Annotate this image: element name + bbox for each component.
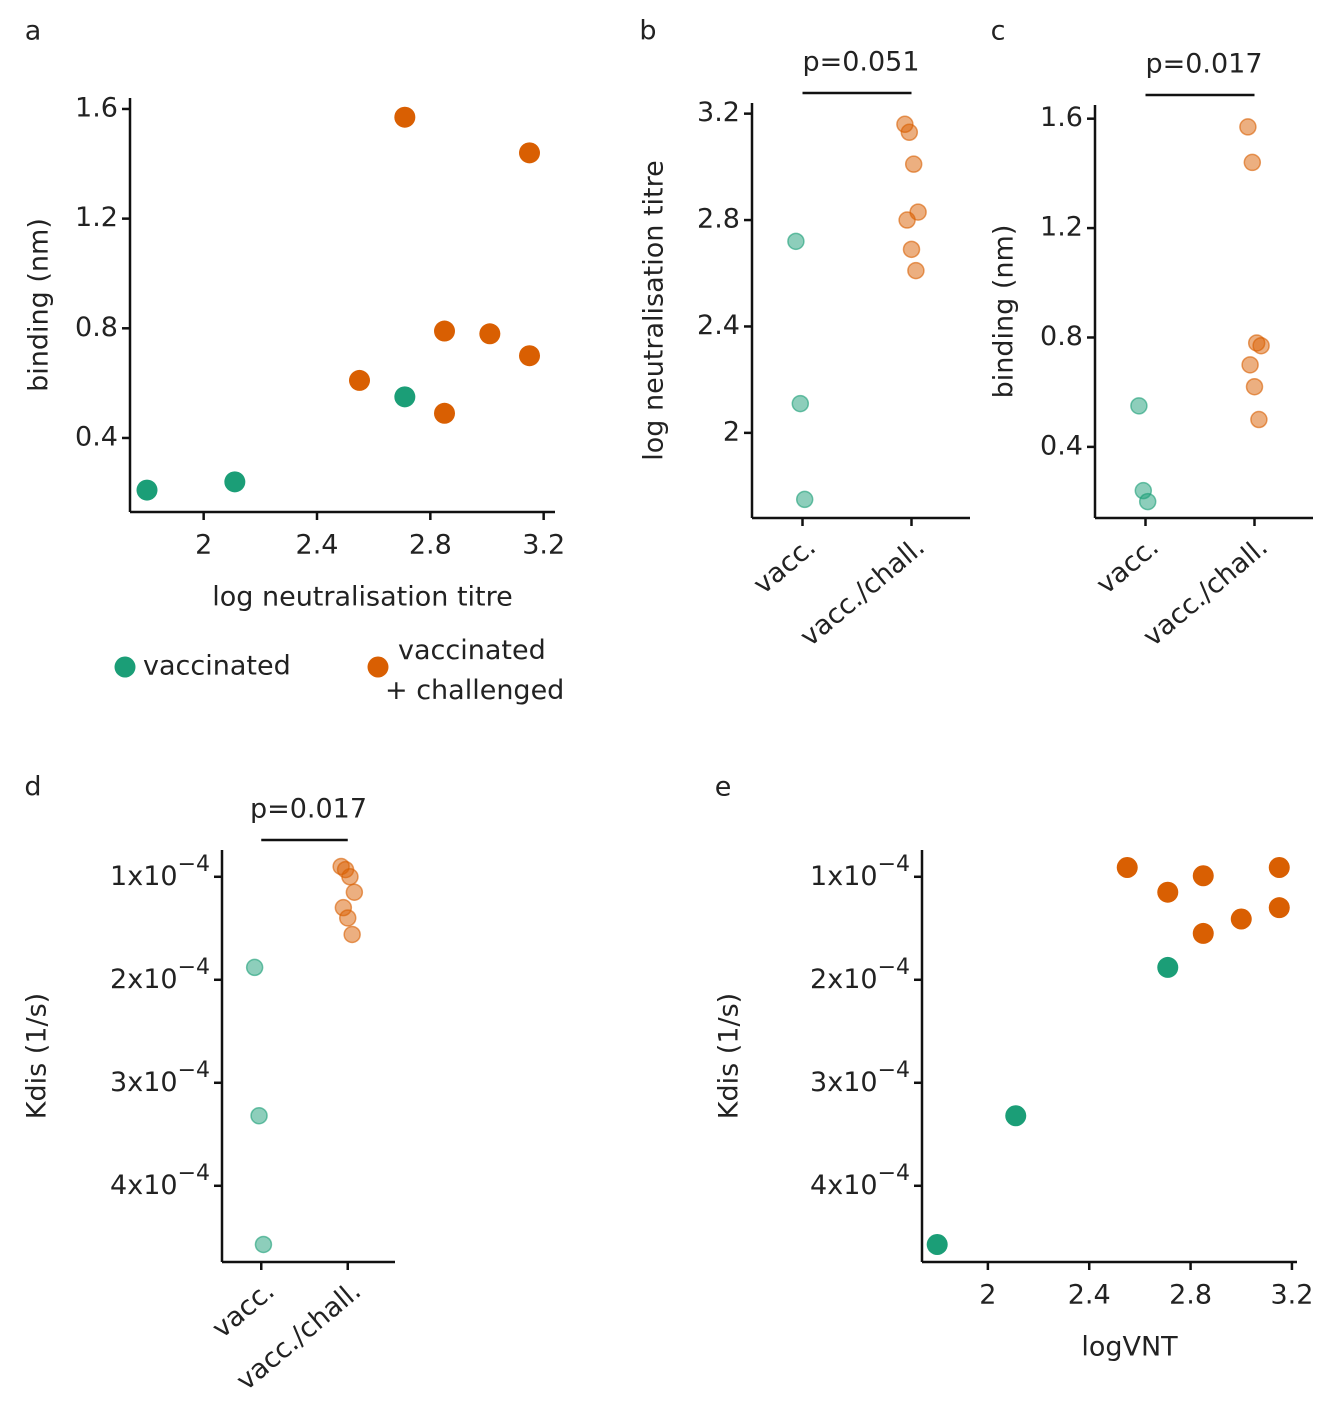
y-tick-label: 2.4 bbox=[697, 310, 740, 341]
panel-letter: d bbox=[24, 772, 41, 803]
y-tick-label: 0.4 bbox=[1040, 430, 1083, 461]
y-axis-title: log neutralisation titre bbox=[639, 160, 670, 461]
legend-swatch bbox=[367, 656, 389, 678]
y-tick-label: 3.2 bbox=[697, 97, 740, 128]
point bbox=[434, 402, 455, 424]
point bbox=[795, 490, 814, 509]
legend-label: vaccinated + challenged bbox=[385, 635, 564, 706]
y-tick-label: 2 bbox=[723, 416, 740, 447]
point bbox=[1245, 377, 1264, 396]
point bbox=[1005, 1105, 1027, 1127]
point bbox=[1157, 956, 1179, 978]
x-axis-title: log neutralisation titre bbox=[212, 582, 513, 613]
p-value: p=0.017 bbox=[1145, 49, 1262, 80]
panel-letter: b bbox=[639, 16, 656, 47]
point bbox=[1250, 410, 1268, 429]
point bbox=[1268, 857, 1290, 879]
y-axis-title: Kdis (1/s) bbox=[714, 993, 745, 1119]
x-tick-label: 2 bbox=[195, 530, 212, 561]
panel-letter: a bbox=[25, 16, 42, 47]
legend-label: vaccinated bbox=[143, 651, 291, 682]
point bbox=[1116, 857, 1138, 879]
point bbox=[1241, 356, 1259, 374]
point bbox=[907, 261, 925, 280]
point bbox=[1192, 865, 1214, 887]
point bbox=[902, 240, 921, 259]
x-tick-label: 2 bbox=[979, 1280, 996, 1311]
point bbox=[245, 958, 264, 977]
y-tick-label: 4x10−4 bbox=[110, 1161, 210, 1201]
y-tick-label: 2x10−4 bbox=[110, 955, 210, 995]
point bbox=[900, 123, 919, 142]
y-tick-label: 1.2 bbox=[75, 202, 118, 233]
point bbox=[904, 155, 923, 173]
y-axis-title: Kdis (1/s) bbox=[22, 993, 53, 1119]
point bbox=[394, 386, 416, 408]
point bbox=[519, 345, 540, 367]
x-tick-label: vacc. bbox=[1091, 531, 1165, 600]
y-axis-title: binding (nm) bbox=[989, 225, 1020, 399]
point bbox=[898, 211, 916, 229]
y-tick-label: 1.6 bbox=[1040, 102, 1083, 133]
point bbox=[345, 883, 364, 901]
point bbox=[394, 106, 416, 128]
point bbox=[343, 925, 361, 944]
point bbox=[791, 394, 810, 413]
point bbox=[339, 909, 357, 927]
x-tick-label: vacc. bbox=[748, 531, 822, 600]
point bbox=[224, 471, 246, 493]
point bbox=[1243, 153, 1262, 172]
point bbox=[1239, 118, 1257, 136]
y-tick-label: 1.2 bbox=[1040, 212, 1083, 243]
y-tick-label: 0.4 bbox=[75, 421, 118, 452]
point bbox=[1230, 908, 1252, 930]
x-tick-label: 2.4 bbox=[296, 530, 339, 561]
point bbox=[349, 369, 370, 391]
point bbox=[434, 320, 455, 342]
point bbox=[1157, 881, 1179, 903]
y-tick-label: 1x10−4 bbox=[810, 852, 910, 892]
p-value: p=0.051 bbox=[802, 47, 919, 78]
point bbox=[1192, 922, 1214, 944]
panel-letter: c bbox=[991, 16, 1006, 47]
y-tick-label: 3x10−4 bbox=[110, 1058, 210, 1098]
y-tick-label: 2.8 bbox=[697, 204, 740, 235]
point bbox=[1130, 397, 1148, 415]
point bbox=[479, 323, 501, 345]
point bbox=[787, 232, 805, 251]
p-value: p=0.017 bbox=[250, 794, 367, 825]
x-tick-label: 2.8 bbox=[409, 530, 452, 561]
y-axis-title: binding (nm) bbox=[24, 218, 55, 392]
y-tick-label: 3x10−4 bbox=[810, 1058, 910, 1098]
point bbox=[519, 142, 540, 164]
point bbox=[250, 1106, 268, 1125]
x-tick-label: 2.8 bbox=[1169, 1280, 1212, 1311]
x-tick-label: 3.2 bbox=[522, 530, 565, 561]
y-tick-label: 2x10−4 bbox=[810, 955, 910, 995]
y-tick-label: 1.6 bbox=[75, 92, 118, 123]
x-tick-label: 3.2 bbox=[1270, 1280, 1313, 1311]
point bbox=[254, 1235, 273, 1254]
x-axis-title: logVNT bbox=[1081, 1332, 1178, 1363]
y-tick-label: 1x10−4 bbox=[110, 852, 210, 892]
x-tick-label: 2.4 bbox=[1068, 1280, 1111, 1311]
point bbox=[1252, 336, 1270, 355]
point bbox=[1138, 492, 1157, 511]
point bbox=[341, 868, 359, 886]
y-tick-label: 0.8 bbox=[1040, 321, 1083, 352]
panel-letter: e bbox=[715, 772, 732, 803]
point bbox=[926, 1233, 948, 1255]
y-tick-label: 0.8 bbox=[75, 312, 118, 343]
y-tick-label: 4x10−4 bbox=[810, 1161, 910, 1201]
x-tick-label: vacc. bbox=[206, 1275, 280, 1344]
point bbox=[1268, 897, 1290, 919]
point bbox=[136, 479, 158, 501]
legend-swatch bbox=[114, 656, 136, 678]
